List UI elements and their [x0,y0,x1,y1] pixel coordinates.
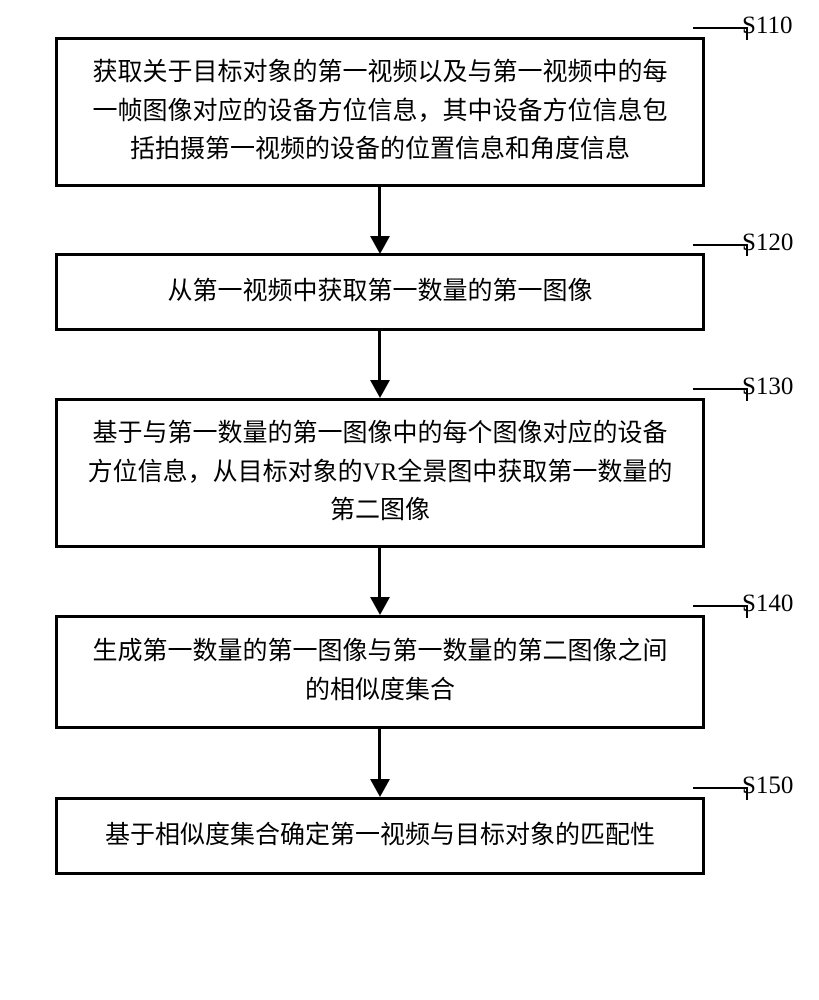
step-box-s150: 基于相似度集合确定第一视频与目标对象的匹配性 [55,797,705,875]
label-connector-s110 [693,27,748,40]
label-connector-s130 [693,388,748,401]
arrow-line [378,331,381,381]
step-text: 基于与第一数量的第一图像中的每个图像对应的设备方位信息，从目标对象的VR全景图中… [82,415,678,531]
arrow-head-icon [370,597,390,615]
step-box-s110: 获取关于目标对象的第一视频以及与第一视频中的每一帧图像对应的设备方位信息，其中设… [55,37,705,187]
arrow-line [378,548,381,598]
arrow-head-icon [370,380,390,398]
label-connector-s140 [693,605,748,618]
step-box-s130: 基于与第一数量的第一图像中的每个图像对应的设备方位信息，从目标对象的VR全景图中… [55,398,705,548]
step-text: 获取关于目标对象的第一视频以及与第一视频中的每一帧图像对应的设备方位信息，其中设… [82,54,678,170]
arrow-line [378,729,381,779]
step-text: 基于相似度集合确定第一视频与目标对象的匹配性 [105,817,655,856]
arrow-line [378,187,381,237]
label-connector-s150 [693,787,748,800]
step-label-s120: S120 [742,229,793,257]
step-text: 从第一视频中获取第一数量的第一图像 [167,273,592,312]
step-label-s130: S130 [742,373,793,401]
arrow-head-icon [370,779,390,797]
step-label-s150: S150 [742,772,793,800]
step-box-s120: 从第一视频中获取第一数量的第一图像 [55,253,705,331]
flowchart-diagram: 获取关于目标对象的第一视频以及与第一视频中的每一帧图像对应的设备方位信息，其中设… [0,0,819,1000]
step-box-s140: 生成第一数量的第一图像与第一数量的第二图像之间的相似度集合 [55,615,705,729]
arrow-head-icon [370,236,390,254]
step-text: 生成第一数量的第一图像与第一数量的第二图像之间的相似度集合 [82,633,678,711]
step-label-s110: S110 [742,12,792,40]
label-connector-s120 [693,244,748,256]
step-label-s140: S140 [742,590,793,618]
